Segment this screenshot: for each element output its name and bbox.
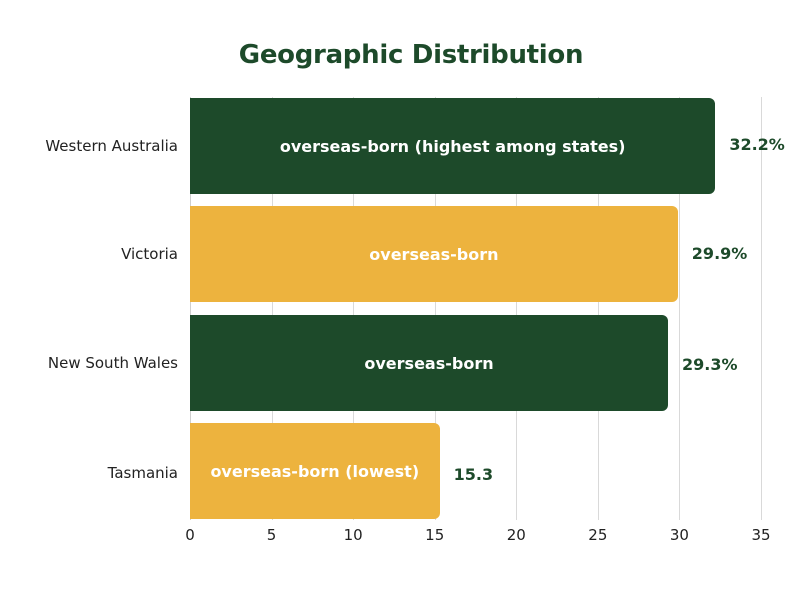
bar-label: overseas-born (364, 353, 494, 373)
y-axis-line (190, 97, 191, 520)
value-label-western-australia: 32.2% (729, 135, 785, 154)
chart-title: Geographic Distribution (238, 40, 584, 70)
gridline (353, 97, 355, 520)
bar-new-south-wales: overseas-born (190, 315, 668, 411)
x-tick-label: 10 (343, 526, 363, 544)
category-label-new-south-wales: New South Wales (47, 354, 178, 372)
category-label-tasmania: Tasmania (107, 464, 178, 482)
x-tick-label: 25 (588, 526, 608, 544)
bar-label: overseas-born (369, 244, 499, 264)
x-tick-label: 35 (751, 526, 771, 544)
bar-victoria: overseas-born (190, 206, 678, 302)
bar-label: overseas-born (highest among states) (279, 136, 626, 156)
value-label-tasmania: 15.3 (453, 465, 494, 484)
gridline (271, 97, 273, 520)
bar-tasmania: overseas-born (lowest) (190, 423, 440, 519)
category-label-victoria: Victoria (121, 245, 178, 263)
x-tick-label: 5 (266, 526, 277, 544)
x-tick-label: 20 (506, 526, 526, 544)
category-label-western-australia: Western Australia (45, 137, 178, 155)
gridline (434, 97, 436, 520)
x-tick-label: 0 (185, 526, 195, 544)
gridline (679, 97, 681, 520)
gridline (516, 97, 518, 520)
gridline (597, 97, 599, 520)
value-label-victoria: 29.9% (691, 244, 748, 263)
bar-western-australia: overseas-born (highest among states) (190, 98, 716, 194)
gridline (761, 97, 762, 520)
bar-label: overseas-born (lowest) (210, 461, 420, 481)
x-tick-label: 30 (669, 526, 689, 544)
value-label-new-south-wales: 29.3% (682, 355, 738, 374)
x-tick-label: 15 (425, 526, 445, 544)
